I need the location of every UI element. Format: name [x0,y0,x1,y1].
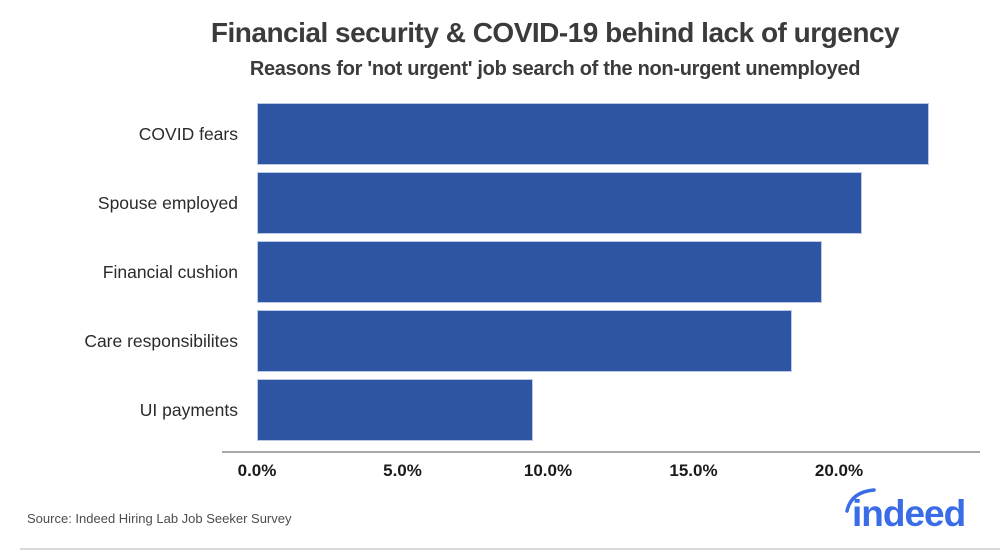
bar-row: Spouse employed [0,172,1000,234]
x-axis-line [222,451,980,453]
indeed-arc-icon [845,488,876,513]
bottom-divider [20,548,1000,550]
bar-row: UI payments [0,379,1000,441]
category-label: Care responsibilites [84,330,238,351]
bar-row: Financial cushion [0,241,1000,303]
x-tick-label: 10.0% [523,461,573,480]
chart-subtitle: Reasons for 'not urgent' job search of t… [249,57,861,80]
chart-title: Financial security & COVID-19 behind lac… [210,17,900,48]
indeed-logo: indeed [842,485,984,534]
chart-footer: Source: Indeed Hiring Lab Job Seeker Sur… [0,483,1000,553]
category-label: UI payments [139,399,238,420]
x-tick-label: 20.0% [814,461,864,480]
bar-row: COVID fears [0,103,1000,165]
chart-header: Financial security & COVID-19 behind lac… [120,16,990,81]
category-label: Spouse employed [97,192,238,213]
x-tick-label: 15.0% [669,461,718,480]
indeed-logo-graphic: indeed [845,488,966,534]
category-label: Financial cushion [102,261,238,282]
source-note: Source: Indeed Hiring Lab Job Seeker Sur… [27,511,292,526]
bar-covid-fears [257,103,930,165]
bar-care-responsibilites [257,310,793,372]
x-tick-label: 5.0% [383,461,422,480]
category-label: COVID fears [138,123,238,144]
x-tick-label: 0.0% [237,461,277,480]
bar-financial-cushion [257,241,822,303]
indeed-logo-text: indeed [852,493,965,531]
bar-spouse-employed [257,172,863,234]
bar-ui-payments [257,379,534,441]
bar-row: Care responsibilites [0,310,1000,372]
